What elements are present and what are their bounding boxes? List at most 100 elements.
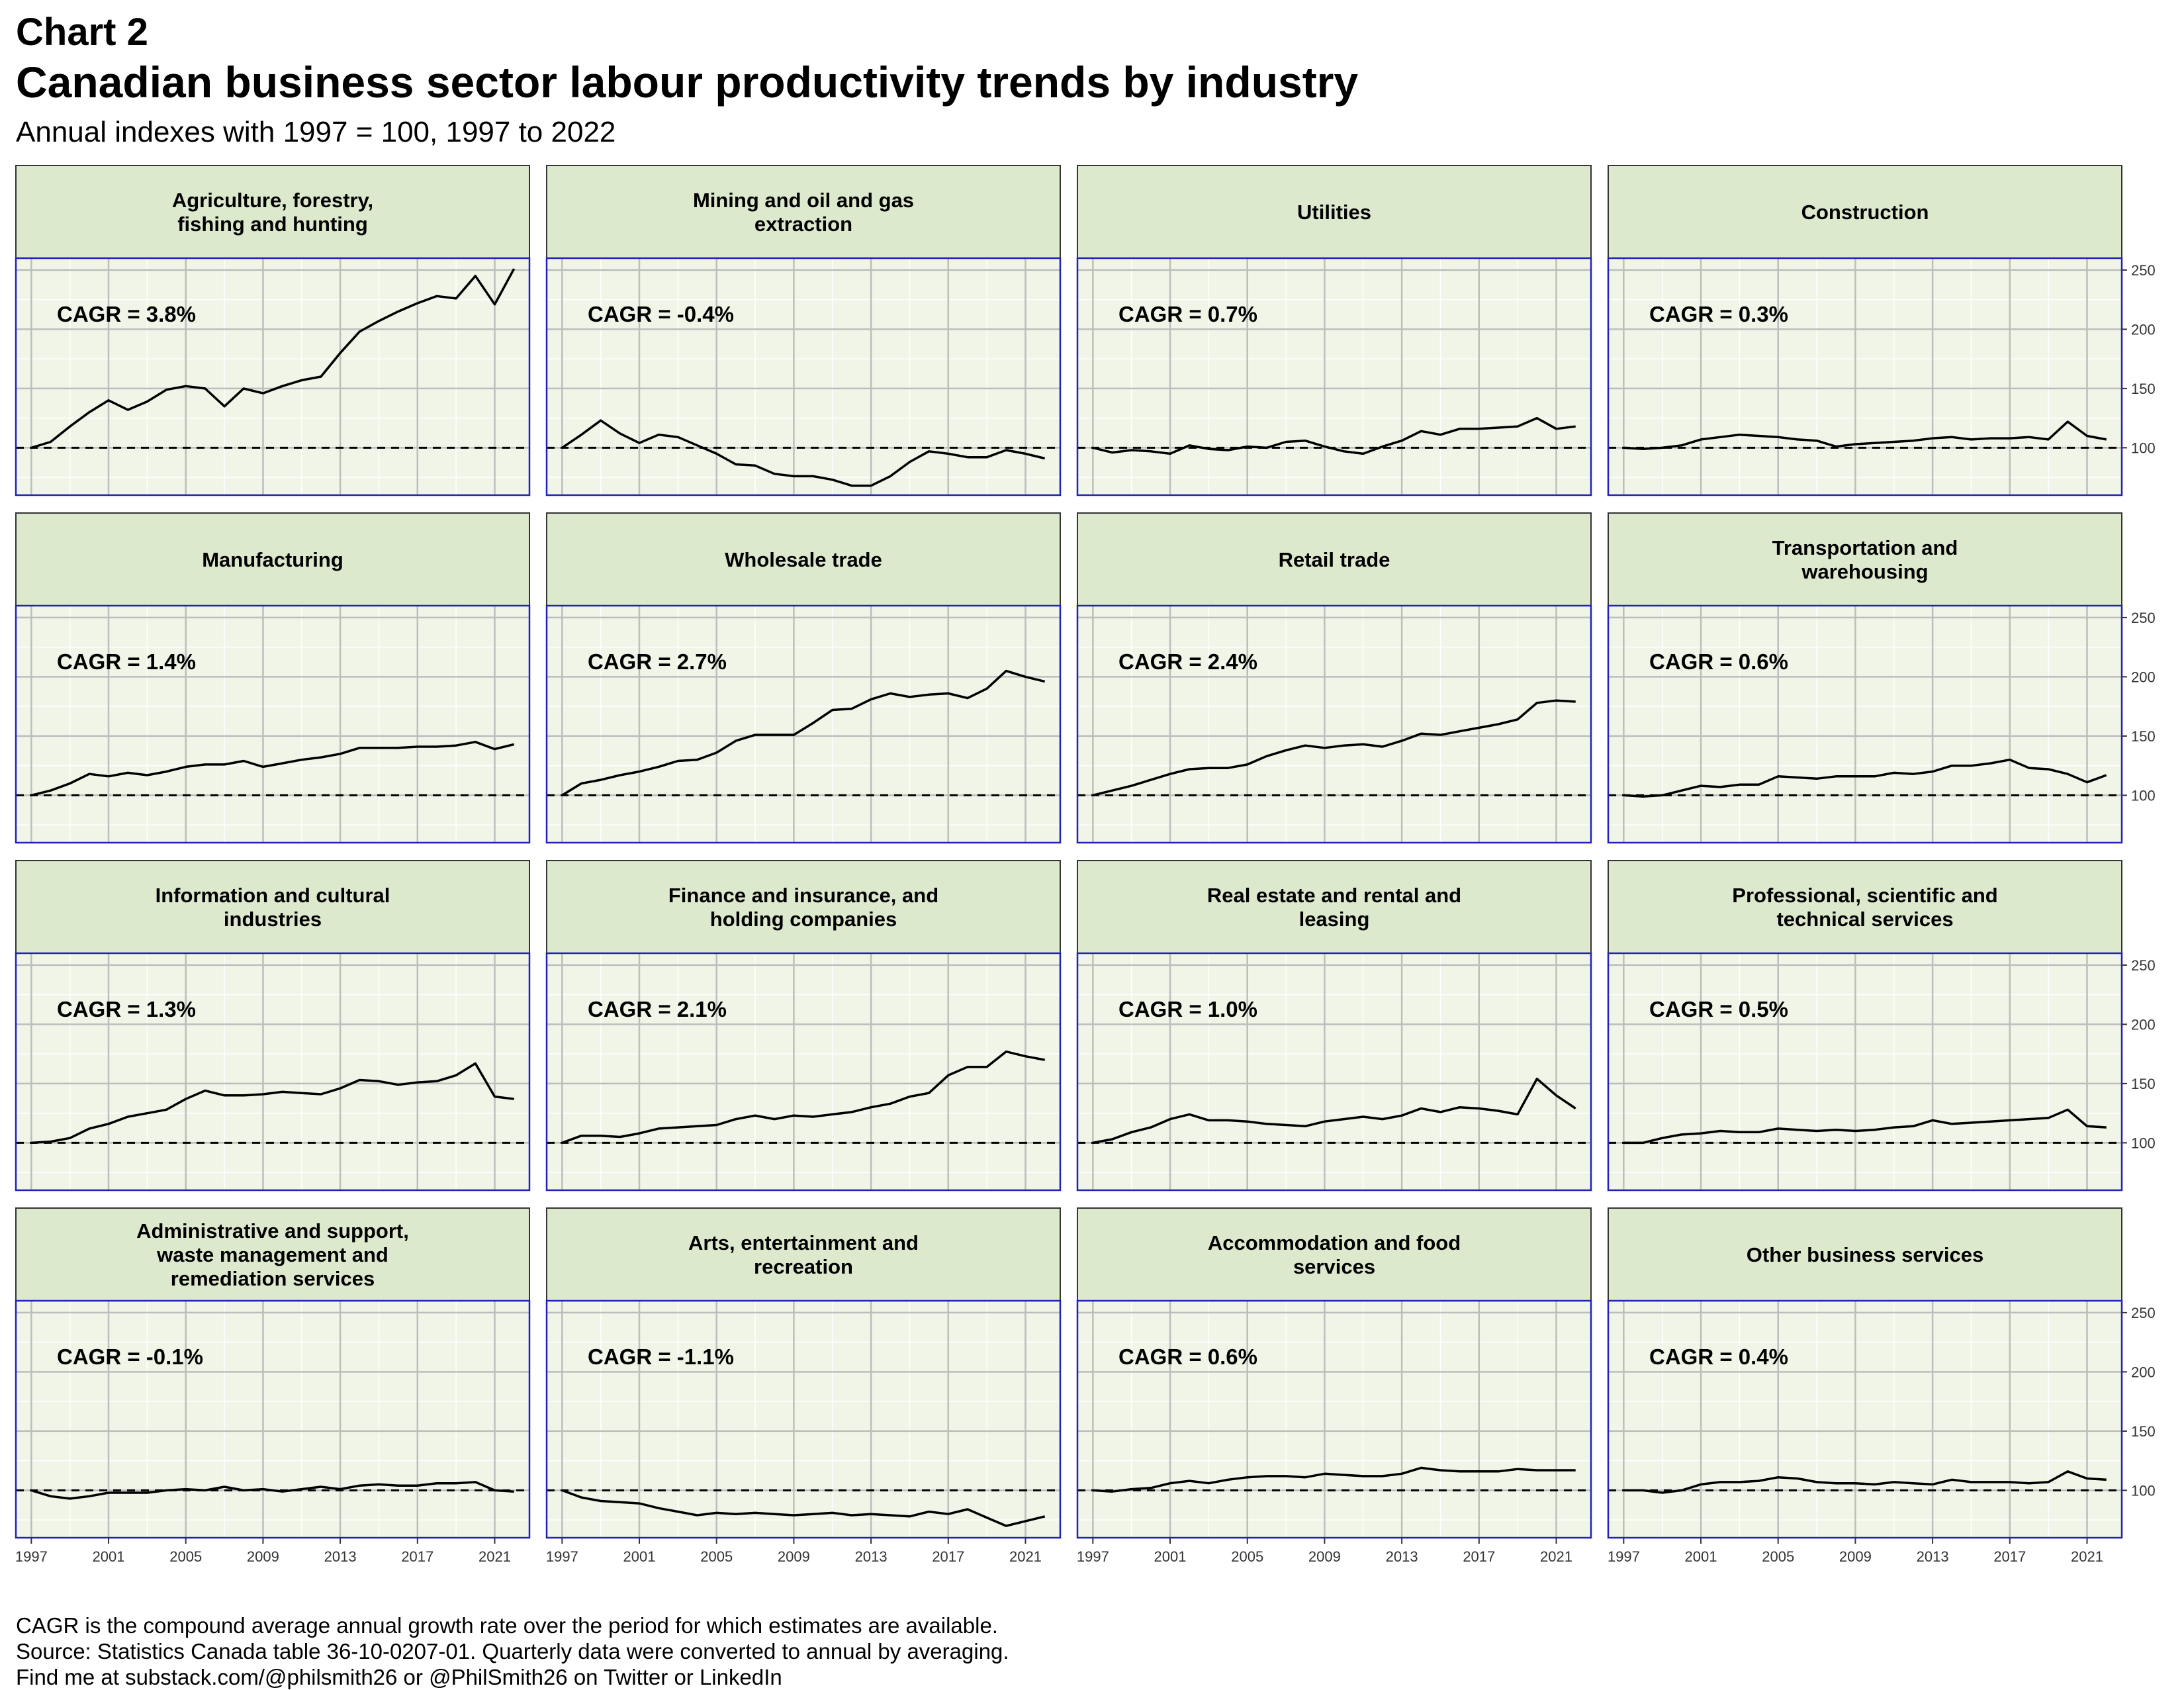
- plot-background: [16, 258, 529, 495]
- panel-strip: [15, 165, 530, 259]
- x-tick-label: 2005: [169, 1548, 202, 1565]
- panel: Wholesale trade CAGR = 2.7%: [545, 512, 1062, 844]
- x-tick-label: 2021: [1540, 1548, 1572, 1565]
- series-line: [1092, 416, 1576, 455]
- panel-title-line: Information and cultural: [156, 884, 390, 907]
- footnote-contact: Find me at substack.com/@philsmith26 or …: [16, 1665, 782, 1689]
- panel-title-line: industries: [224, 908, 322, 931]
- panel-strip: [1608, 1207, 2122, 1301]
- series-line: [561, 1489, 1046, 1527]
- panel-border: [15, 1299, 531, 1539]
- x-tick-label: 2013: [855, 1548, 887, 1565]
- panel: Manufacturing CAGR = 1.4%: [15, 512, 531, 844]
- panel-title-line: Wholesale trade: [725, 548, 882, 571]
- series-line: [30, 741, 515, 797]
- x-tick-label: 2017: [932, 1548, 964, 1565]
- panel-title-line: extraction: [754, 212, 852, 236]
- y-tick-label: 100: [2131, 1482, 2156, 1499]
- x-tick-label: 2021: [1009, 1548, 1042, 1565]
- cagr-label: CAGR = 0.4%: [1649, 1344, 1788, 1369]
- panel-title-line: Other business services: [1747, 1243, 1983, 1266]
- chart-subtitle: Annual indexes with 1997 = 100, 1997 to …: [16, 116, 616, 148]
- plot-background: [1077, 606, 1591, 843]
- panel-title-line: waste management and: [156, 1243, 388, 1266]
- series-line: [561, 669, 1046, 796]
- y-tick-label: 150: [2131, 728, 2156, 745]
- panel-title-line: Manufacturing: [202, 548, 343, 571]
- panel-strip: [546, 1207, 1061, 1301]
- panel-border: [1076, 604, 1592, 844]
- panel-border: [15, 257, 531, 496]
- plot-background: [1077, 258, 1591, 495]
- cagr-label: CAGR = 1.3%: [57, 997, 196, 1021]
- panel: Utilities CAGR = 0.7%: [1076, 165, 1592, 496]
- x-tick-label: 1997: [546, 1548, 578, 1565]
- y-tick-label: 250: [2131, 957, 2156, 974]
- panel-border: [1076, 1299, 1592, 1539]
- plot-background: [547, 258, 1060, 495]
- cagr-label: CAGR = 3.8%: [57, 302, 196, 326]
- plot-background: [547, 606, 1060, 843]
- x-tick-label: 2017: [1993, 1548, 2026, 1565]
- x-tick-label: 2005: [1762, 1548, 1794, 1565]
- panel-border: [545, 1299, 1062, 1539]
- panel-title-line: Agriculture, forestry,: [172, 189, 373, 212]
- panel-border: [545, 257, 1062, 496]
- panel-border: [15, 604, 531, 844]
- panel-border: [1607, 257, 2123, 496]
- series-line: [561, 419, 1046, 487]
- panel-strip: [1077, 1207, 1592, 1301]
- panel-title-line: Administrative and support,: [136, 1219, 409, 1243]
- x-tick-label: 2005: [700, 1548, 733, 1565]
- panel-title-line: technical services: [1776, 908, 1953, 931]
- series-line: [30, 1481, 514, 1500]
- cagr-label: CAGR = 0.7%: [1118, 302, 1257, 326]
- x-tick-label: 2001: [1685, 1548, 1717, 1565]
- x-tick-label: 2017: [1463, 1548, 1495, 1565]
- y-tick-label: 100: [2131, 787, 2156, 804]
- y-tick-label: 150: [2131, 381, 2156, 397]
- x-tick-label: 2021: [2071, 1548, 2103, 1565]
- panel-strip: [1608, 512, 2122, 606]
- x-tick-label: 2001: [1154, 1548, 1187, 1565]
- panel-strip: [546, 860, 1061, 954]
- footnotes: CAGR is the compound average annual grow…: [16, 1613, 1009, 1690]
- plot-background: [1077, 953, 1591, 1190]
- panel-strip: [546, 512, 1061, 606]
- panel-title-line: holding companies: [710, 908, 897, 931]
- panel-border: [1076, 952, 1592, 1192]
- panel: Construction CAGR = 0.3% 100 150 200 250: [1607, 165, 2156, 496]
- y-tick-label: 200: [2131, 1016, 2156, 1033]
- plot-background: [16, 1301, 529, 1538]
- x-tick-label: 2009: [247, 1548, 279, 1565]
- panel-title-line: fishing and hunting: [177, 212, 368, 236]
- footnote-cagr: CAGR is the compound average annual grow…: [16, 1613, 998, 1638]
- y-tick-label: 250: [2131, 262, 2156, 279]
- panel-title-line: Finance and insurance, and: [668, 884, 938, 907]
- x-tick-label: 2013: [1386, 1548, 1418, 1565]
- panel-border: [1607, 952, 2123, 1192]
- series-line: [31, 1062, 514, 1145]
- y-tick-label: 150: [2131, 1423, 2156, 1440]
- chart-number: Chart 2: [16, 11, 148, 54]
- plot-background: [547, 1301, 1060, 1538]
- panel-strip: [1077, 165, 1592, 259]
- plot-background: [16, 953, 529, 1190]
- cagr-label: CAGR = 0.5%: [1649, 997, 1788, 1021]
- cagr-label: CAGR = -1.1%: [588, 1344, 734, 1369]
- cagr-label: CAGR = 2.4%: [1118, 649, 1257, 674]
- series-line: [1093, 1466, 1576, 1493]
- panel: Retail trade CAGR = 2.4%: [1076, 512, 1592, 844]
- x-tick-label: 2001: [93, 1548, 125, 1565]
- panel-border: [545, 604, 1062, 844]
- panel-title-line: warehousing: [1801, 560, 1928, 583]
- y-tick-label: 100: [2131, 1135, 2156, 1151]
- panel-title-line: Retail trade: [1279, 548, 1390, 571]
- y-tick-label: 100: [2131, 440, 2156, 456]
- cagr-label: CAGR = 2.7%: [588, 649, 727, 674]
